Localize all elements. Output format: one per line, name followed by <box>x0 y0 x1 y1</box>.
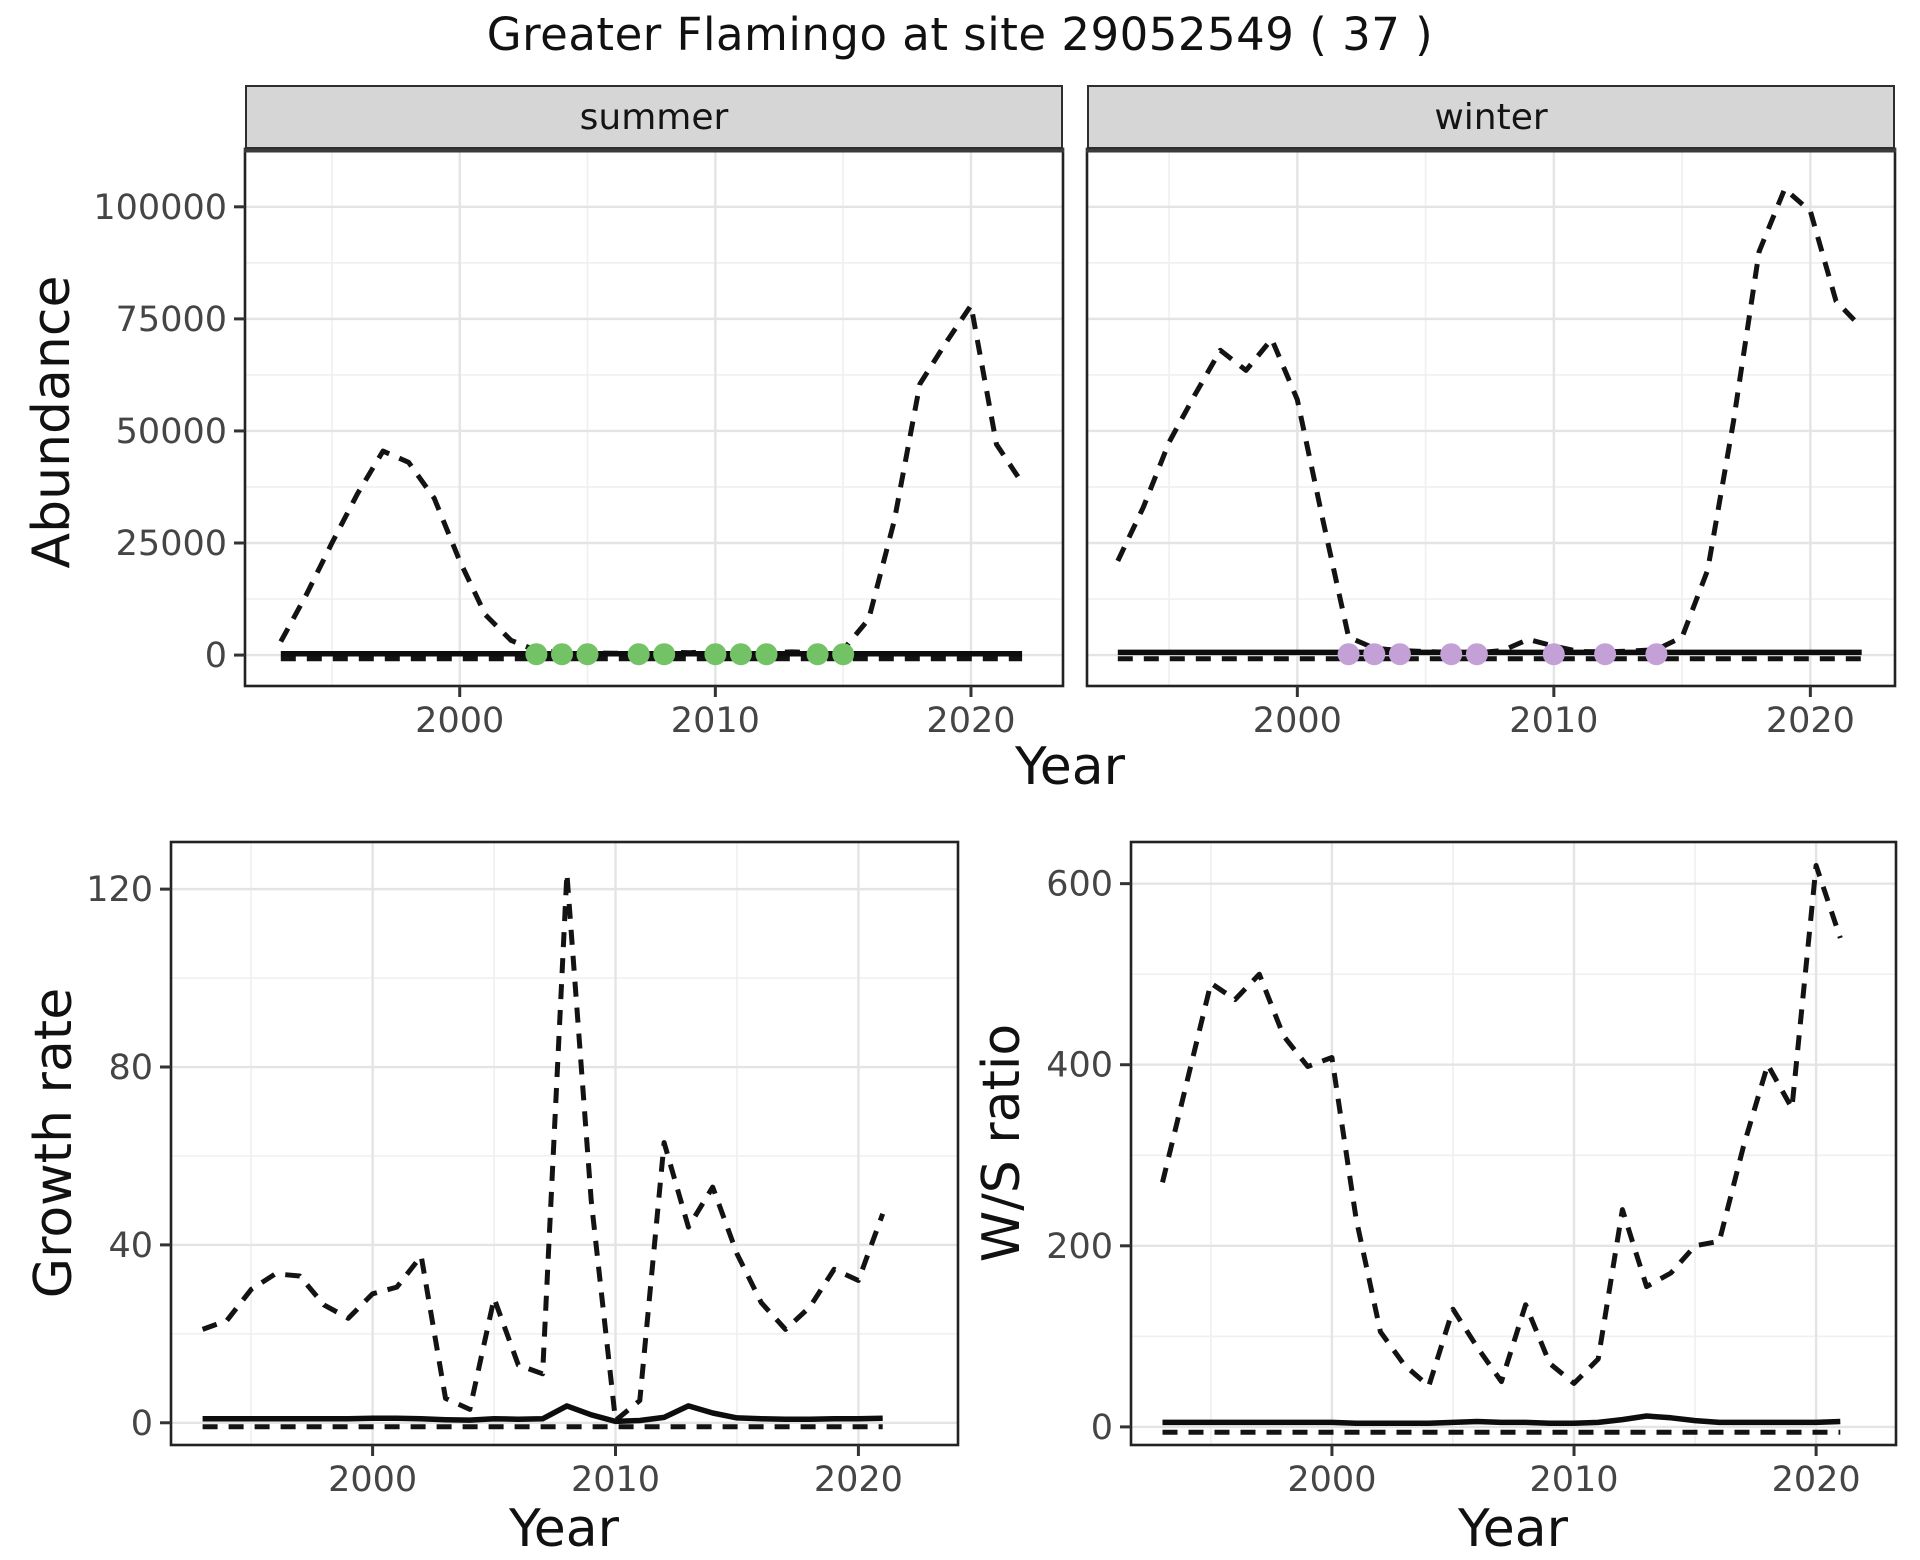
series-flyway-ws-ratio-dashed <box>1160 863 1843 1389</box>
winter-observation-point <box>1363 643 1386 666</box>
y-axis-title-abundance: Abundance <box>22 275 82 569</box>
panel-abundance-summer: 2000 2010 2020 0 25000 50000 75000 100000 <box>93 147 1065 741</box>
x-tick-label: 2020 <box>1772 1460 1861 1500</box>
winter-observation-point <box>1440 643 1463 666</box>
x-axis-title-year-growth: Year <box>508 1499 620 1559</box>
panel-border <box>1129 840 1898 1447</box>
summer-observation-point <box>627 643 650 666</box>
y-tick-label: 120 <box>86 870 153 910</box>
winter-observation-point <box>1337 643 1360 666</box>
x-tick-label: 2020 <box>814 1460 903 1500</box>
winter-observation-point <box>1594 643 1617 666</box>
panel-growth-rate: 2000 2010 2020 0 40 80 120 <box>86 840 960 1500</box>
summer-observation-point <box>576 643 599 666</box>
y-tick-label: 25000 <box>116 524 227 564</box>
x-tick-label: 2010 <box>671 701 760 741</box>
x-tick-label: 2010 <box>571 1460 660 1500</box>
winter-observation-point <box>1542 643 1565 666</box>
y-tick-label: 75000 <box>116 300 227 340</box>
winter-observation-point <box>1388 643 1411 666</box>
x-tick-label: 2020 <box>926 701 1015 741</box>
y-tick-label: 100000 <box>93 188 227 228</box>
y-tick-label: 0 <box>205 636 227 676</box>
panel-border <box>169 840 960 1447</box>
panel-background <box>245 149 1063 686</box>
y-tick-label: 0 <box>1091 1408 1113 1448</box>
x-tick-label: 2010 <box>1509 701 1598 741</box>
x-tick-label: 2000 <box>1287 1460 1376 1500</box>
y-axis-title-growth-rate: Growth rate <box>24 987 84 1299</box>
x-tick-label: 2000 <box>328 1460 417 1500</box>
y-tick-label: 200 <box>1046 1227 1113 1267</box>
summer-observation-point <box>525 643 548 666</box>
facet-strip-summer: summer <box>245 85 1063 149</box>
y-tick-label: 0 <box>131 1404 153 1444</box>
y-tick-label: 50000 <box>116 412 227 452</box>
series-site-ws-ratio-solid <box>1162 1413 1841 1427</box>
summer-observation-point <box>729 643 752 666</box>
y-tick-label: 80 <box>108 1048 153 1088</box>
series-site-growth-solid <box>202 1403 883 1425</box>
y-tick-label: 40 <box>108 1226 153 1266</box>
winter-observation-point <box>1465 643 1488 666</box>
series-flyway-growth-dashed <box>201 871 886 1423</box>
y-axis-title-ws-ratio: W/S ratio <box>972 1023 1032 1263</box>
series-flyway-abundance-dashed <box>278 302 1025 656</box>
panel-background <box>1087 149 1895 686</box>
x-tick-label: 2010 <box>1529 1460 1618 1500</box>
summer-observation-point <box>806 643 829 666</box>
panel-ws-ratio: 2000 2010 2020 0 200 400 600 <box>1046 840 1898 1500</box>
x-tick-label: 2000 <box>1253 701 1342 741</box>
x-axis-title-year-top: Year <box>1014 737 1126 797</box>
summer-observation-point <box>755 643 778 666</box>
winter-observation-point <box>1645 643 1668 666</box>
x-tick-label: 2020 <box>1766 701 1855 741</box>
summer-observation-point <box>653 643 676 666</box>
page-title: Greater Flamingo at site 29052549 ( 37 ) <box>486 8 1434 61</box>
summer-observation-point <box>704 643 727 666</box>
panel-background <box>1131 842 1896 1445</box>
summer-observation-point <box>551 643 573 666</box>
summer-observation-point <box>832 643 855 666</box>
x-axis-title-year-ws: Year <box>1457 1499 1569 1559</box>
x-tick-label: 2000 <box>415 701 504 741</box>
panel-abundance-winter: 2000 2010 2020 <box>1085 147 1897 741</box>
y-tick-label: 400 <box>1046 1046 1113 1086</box>
y-tick-label: 600 <box>1046 865 1113 905</box>
facet-strip-winter: winter <box>1087 85 1895 149</box>
